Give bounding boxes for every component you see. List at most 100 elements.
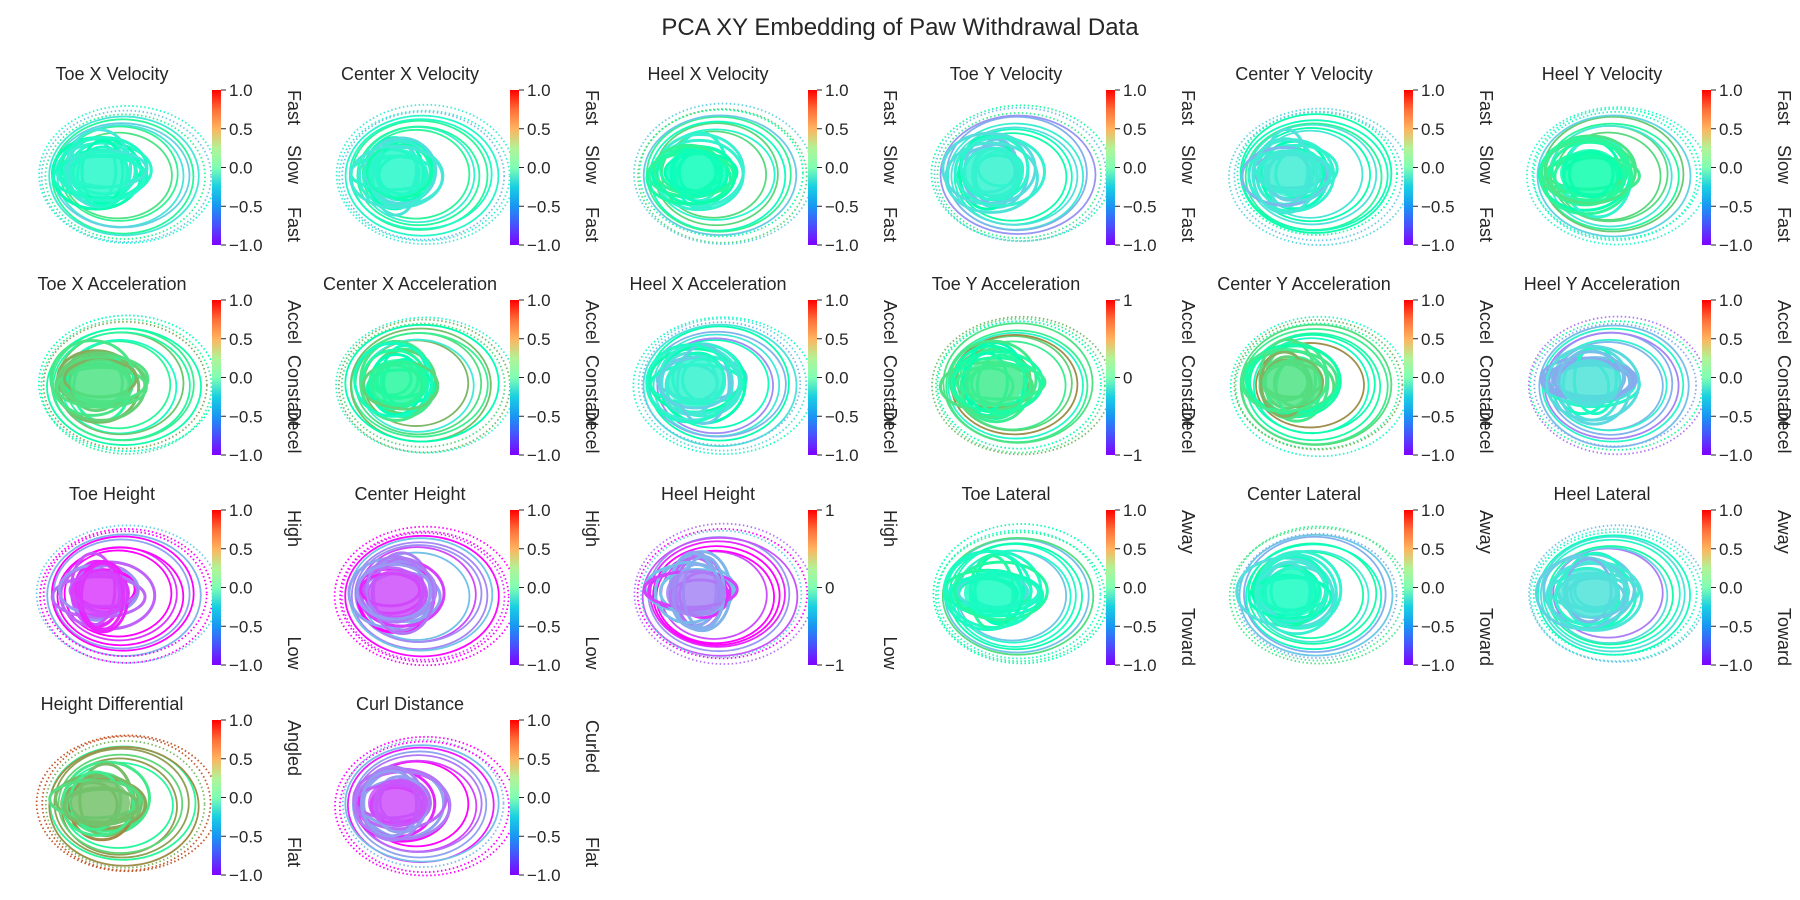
colorbar-tick-label: 1 xyxy=(1123,291,1132,310)
colorbar-label-mid: Slow xyxy=(1774,145,1794,185)
trajectory-loop xyxy=(344,114,500,237)
trajectory-loop xyxy=(936,112,1102,239)
colorbar-tick-label: 0.5 xyxy=(1123,120,1147,139)
colorbar-tick-label: 1.0 xyxy=(1719,501,1743,520)
colorbar-tick-label: 1.0 xyxy=(229,291,253,310)
trajectory-core xyxy=(944,141,1039,214)
colorbar xyxy=(1404,300,1413,455)
embedding-scatter xyxy=(37,314,218,455)
trajectory-loop xyxy=(1552,547,1664,639)
colorbar-tick-label: 1.0 xyxy=(1421,81,1445,100)
trajectory-core xyxy=(959,348,1032,424)
trajectory-dense-core xyxy=(964,569,1024,617)
colorbar-label-bottom: Decel xyxy=(880,408,900,454)
trajectory-loop xyxy=(354,544,483,643)
colorbar-tick-label: 0.0 xyxy=(1719,579,1743,598)
trajectory-loop xyxy=(641,321,802,447)
colorbar xyxy=(510,720,519,875)
colorbar-label-top: Fast xyxy=(1178,90,1198,125)
colorbar-label-bottom: Decel xyxy=(284,408,304,454)
colorbar-label-top: Angled xyxy=(284,720,304,776)
trajectory-loop xyxy=(1233,319,1404,451)
colorbar-tick-label: 1.0 xyxy=(1421,291,1445,310)
colorbar-label-bottom: Toward xyxy=(1178,608,1198,666)
embedding-scatter xyxy=(38,105,217,244)
trajectory-loop xyxy=(46,533,202,657)
panel: Heel X Acceleration 1.0 0.5 0.0 −0.5 −1.0 Acce… xyxy=(629,274,900,465)
panel: Toe X Acceleration 1.0 0.5 0.0 −0.5 −1.0 Accel… xyxy=(37,274,304,465)
panel: Center Height 1.0 0.5 0.0 −0.5 −1.0 High Low xyxy=(333,484,602,675)
colorbar-tick-label: −0.5 xyxy=(1123,197,1157,216)
colorbar xyxy=(212,510,221,665)
panel-title: Center X Velocity xyxy=(341,64,479,84)
trajectory-dense-core xyxy=(964,359,1024,407)
colorbar-tick-label: −0.5 xyxy=(229,617,263,636)
colorbar-tick-label: 1.0 xyxy=(1719,81,1743,100)
colorbar-tick-label: −0.5 xyxy=(1123,617,1157,636)
colorbar-label-top: Accel xyxy=(880,300,900,344)
colorbar xyxy=(808,510,817,665)
colorbar-tick-label: 0.0 xyxy=(229,579,253,598)
panel-title: Curl Distance xyxy=(356,694,464,714)
trajectory-core xyxy=(348,144,444,210)
colorbar-tick-label: −1.0 xyxy=(1719,236,1753,255)
colorbar-tick-label: −0.5 xyxy=(1719,617,1753,636)
colorbar-tick-label: −0.5 xyxy=(1421,407,1455,426)
trajectory-loop xyxy=(41,735,212,872)
colorbar-tick-label: 0.0 xyxy=(1719,369,1743,388)
colorbar-tick-label: −0.5 xyxy=(229,827,263,846)
trajectory-dense-core xyxy=(368,149,428,197)
trajectory-loop xyxy=(642,114,798,237)
trajectory-loop xyxy=(340,322,506,448)
embedding-scatter xyxy=(931,315,1113,456)
colorbar-label-bottom: Fast xyxy=(1476,207,1496,242)
embedding-scatter xyxy=(633,102,815,245)
embedding-scatter xyxy=(1526,106,1710,246)
trajectory-dense-core xyxy=(1262,359,1322,407)
colorbar-label-top: Fast xyxy=(1774,90,1794,125)
embedding-scatter xyxy=(1228,107,1412,246)
colorbar-label-bottom: Fast xyxy=(1774,207,1794,242)
panel-title: Toe Y Velocity xyxy=(950,64,1062,84)
panel: Center Y Velocity 1.0 0.5 0.0 −0.5 −1.0 Fast Sl… xyxy=(1228,64,1496,255)
colorbar-label-mid: Constant xyxy=(284,355,304,427)
trajectory-dense-core xyxy=(666,149,726,197)
colorbar-tick-label: 1.0 xyxy=(1421,501,1445,520)
colorbar-label-mid: Constant xyxy=(1178,355,1198,427)
trajectory-loop xyxy=(1526,106,1710,246)
colorbar-label-top: High xyxy=(284,510,304,547)
colorbar-label-top: High xyxy=(880,510,900,547)
panel-title: Heel Y Acceleration xyxy=(1524,274,1680,294)
trajectory-loop xyxy=(341,110,506,241)
trajectory-loop xyxy=(1232,525,1405,662)
colorbar-tick-label: 1.0 xyxy=(825,291,849,310)
panel: Curl Distance 1.0 0.5 0.0 −0.5 −1.0 Curled Flat xyxy=(334,694,602,885)
colorbar-label-top: High xyxy=(582,510,602,547)
colorbar-tick-label: 1.0 xyxy=(1123,81,1147,100)
panel: Center X Acceleration 1.0 0.5 0.0 −0.5 −1.0 Ac… xyxy=(323,274,602,465)
colorbar-tick-label: −1.0 xyxy=(1123,656,1157,675)
trajectory-loop xyxy=(937,529,1102,660)
trajectory-loop xyxy=(40,318,213,455)
colorbar-label-bottom: Decel xyxy=(582,408,602,454)
colorbar-label-bottom: Flat xyxy=(582,837,602,867)
colorbar-tick-label: −0.5 xyxy=(1421,197,1455,216)
colorbar-tick-label: −1.0 xyxy=(1719,656,1753,675)
trajectory-core xyxy=(953,135,1047,208)
colorbar-tick-label: 1.0 xyxy=(527,711,551,730)
figure-title: PCA XY Embedding of Paw Withdrawal Data xyxy=(661,14,1139,41)
colorbar-tick-label: 0.0 xyxy=(527,369,551,388)
colorbar-tick-label: −0.5 xyxy=(1421,617,1455,636)
colorbar xyxy=(1702,90,1711,245)
panel: Center Y Acceleration 1.0 0.5 0.0 −0.5 −1.0 Ac… xyxy=(1217,274,1496,465)
colorbar-tick-label: −0.5 xyxy=(527,617,561,636)
colorbar xyxy=(1106,300,1115,455)
colorbar-tick-label: 0.5 xyxy=(1123,540,1147,559)
trajectory-dense-core xyxy=(368,359,428,407)
colorbar-tick-label: 0.5 xyxy=(229,750,253,769)
colorbar-tick-label: −1.0 xyxy=(527,866,561,885)
colorbar-label-mid: Constant xyxy=(582,355,602,427)
colorbar-label-bottom: Fast xyxy=(284,207,304,242)
embedding-scatter xyxy=(334,735,518,877)
panel-title: Height Differential xyxy=(41,694,184,714)
